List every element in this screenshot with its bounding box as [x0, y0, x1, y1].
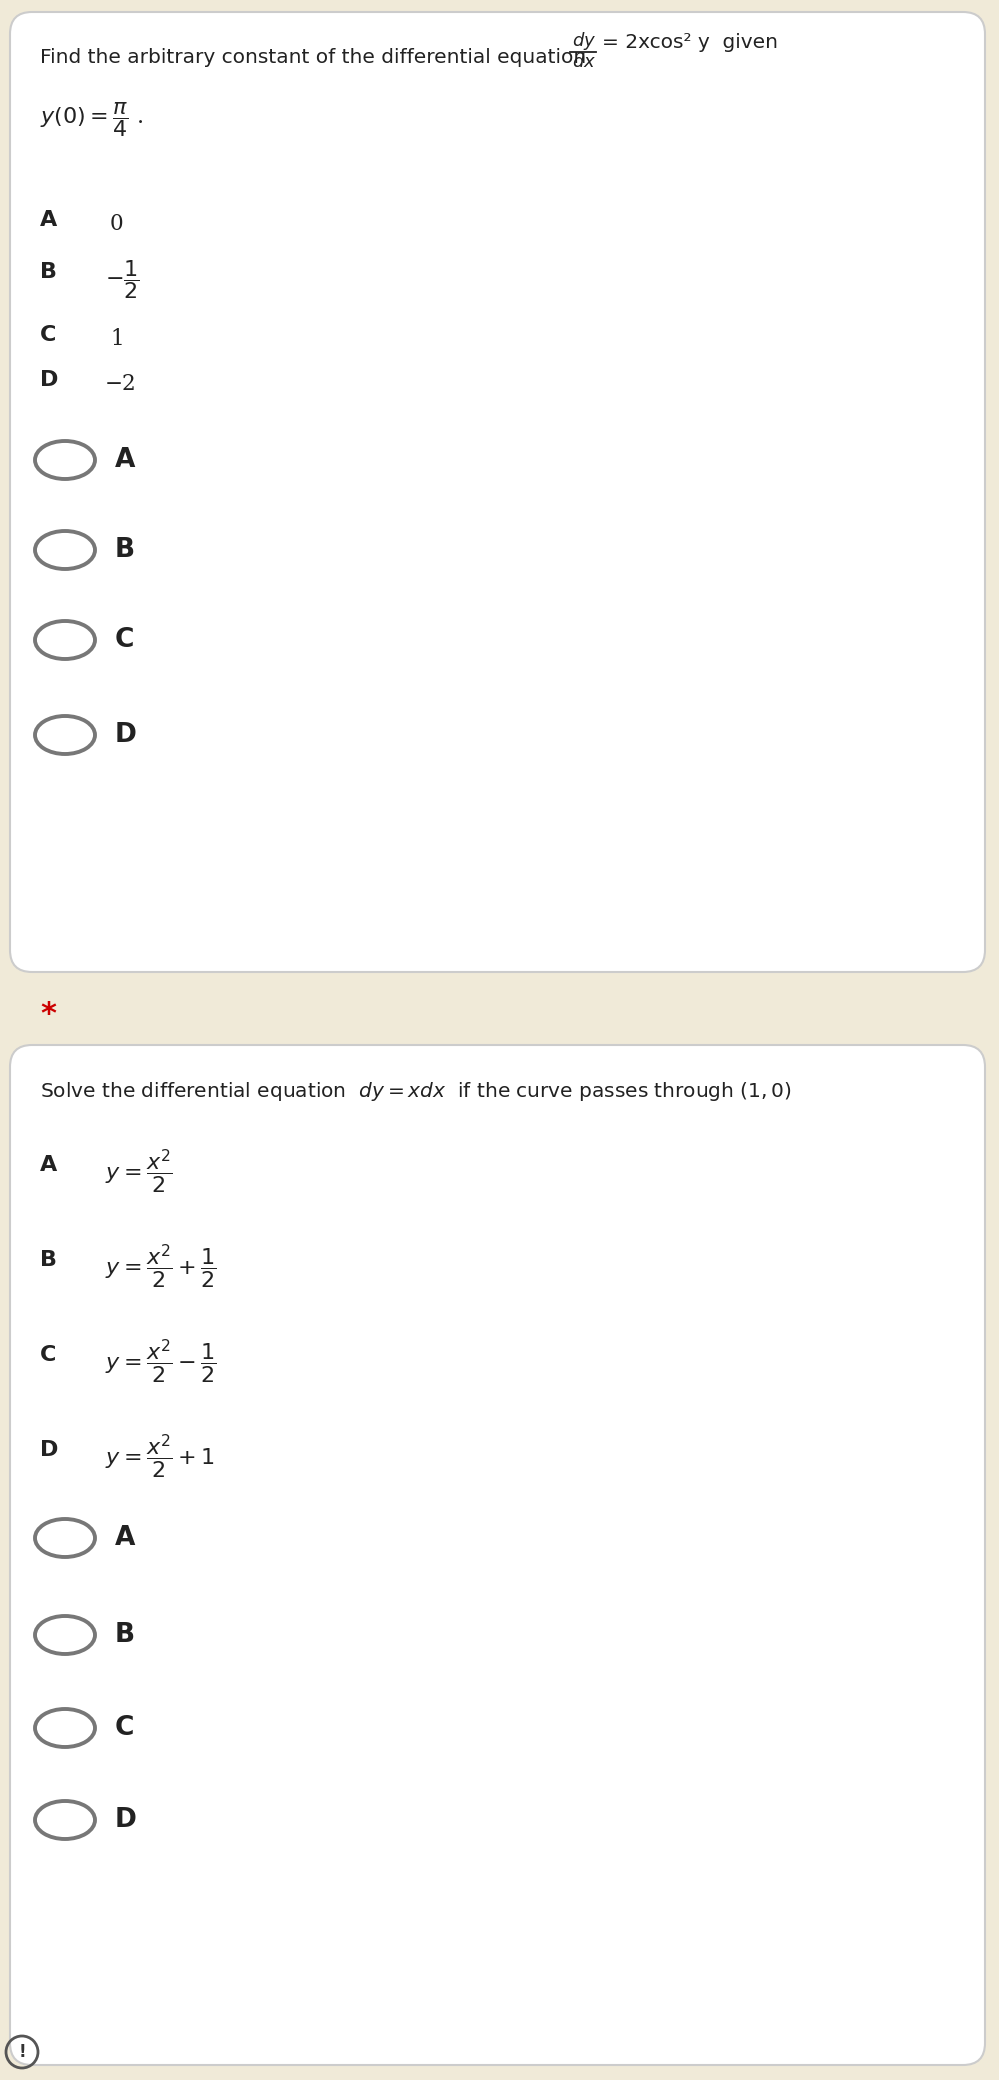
Text: !: !: [18, 2043, 26, 2061]
Text: C: C: [40, 1346, 56, 1364]
Text: $-\dfrac{1}{2}$: $-\dfrac{1}{2}$: [105, 258, 140, 302]
Text: D: D: [115, 722, 137, 749]
Text: *: *: [40, 1000, 56, 1030]
Text: B: B: [40, 262, 57, 283]
Text: B: B: [115, 1622, 135, 1647]
Text: D: D: [40, 1439, 58, 1460]
Text: $y(0) = \dfrac{\pi}{4}$ .: $y(0) = \dfrac{\pi}{4}$ .: [40, 100, 144, 139]
Text: B: B: [115, 537, 135, 564]
FancyBboxPatch shape: [10, 12, 985, 971]
FancyBboxPatch shape: [10, 1044, 985, 2065]
Text: $y = \dfrac{x^2}{2}$: $y = \dfrac{x^2}{2}$: [105, 1148, 173, 1196]
Text: $dy$: $dy$: [572, 29, 596, 52]
Text: −2: −2: [105, 372, 137, 395]
Text: $dx$: $dx$: [572, 52, 596, 71]
Text: B: B: [40, 1250, 57, 1271]
Text: 0: 0: [110, 212, 124, 235]
Text: $y = \dfrac{x^2}{2} + 1$: $y = \dfrac{x^2}{2} + 1$: [105, 1433, 215, 1481]
Text: C: C: [115, 626, 135, 653]
Text: C: C: [40, 324, 56, 345]
Text: 1: 1: [110, 329, 124, 349]
Text: A: A: [115, 447, 136, 472]
Text: D: D: [115, 1808, 137, 1832]
Text: A: A: [40, 1154, 57, 1175]
Text: C: C: [115, 1716, 135, 1741]
Text: $y = \dfrac{x^2}{2} + \dfrac{1}{2}$: $y = \dfrac{x^2}{2} + \dfrac{1}{2}$: [105, 1244, 217, 1292]
Text: Solve the differential equation  $dy = xdx$  if the curve passes through $(1,0)$: Solve the differential equation $dy = xd…: [40, 1080, 792, 1102]
Text: A: A: [40, 210, 57, 231]
Text: $y = \dfrac{x^2}{2} - \dfrac{1}{2}$: $y = \dfrac{x^2}{2} - \dfrac{1}{2}$: [105, 1337, 217, 1385]
Text: Find the arbitrary constant of the differential equation: Find the arbitrary constant of the diffe…: [40, 48, 586, 67]
Text: = 2xcos² y  given: = 2xcos² y given: [602, 33, 778, 52]
Text: D: D: [40, 370, 58, 391]
Text: A: A: [115, 1525, 136, 1552]
